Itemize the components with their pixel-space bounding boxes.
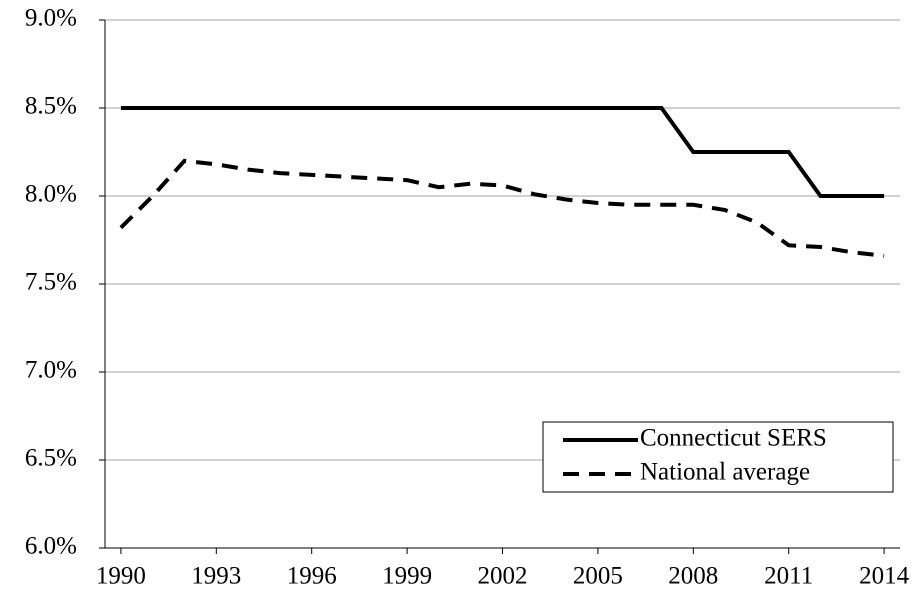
y-tick-label: 6.0% <box>25 533 77 560</box>
y-tick-label: 7.0% <box>25 357 77 384</box>
x-tick-label: 2005 <box>573 563 623 590</box>
series-line <box>119 158 885 258</box>
x-tick-label: 1990 <box>96 563 146 590</box>
y-tick-label: 7.5% <box>25 269 77 296</box>
x-tick-label: 1993 <box>191 563 241 590</box>
x-tick-label: 2002 <box>478 563 528 590</box>
y-tick-label: 8.5% <box>25 93 77 120</box>
x-tick-label: 2008 <box>668 563 718 590</box>
legend-label: National average <box>640 459 810 486</box>
y-tick-label: 6.5% <box>25 445 77 472</box>
legend-box <box>542 421 894 493</box>
y-tick-label: 9.0% <box>25 5 77 32</box>
x-tick-label: 2011 <box>764 563 813 590</box>
y-tick-label: 8.0% <box>25 181 77 208</box>
series-line <box>120 106 885 198</box>
legend-label: Connecticut SERS <box>640 425 827 452</box>
x-tick-label: 2014 <box>859 563 910 590</box>
x-tick-label: 1996 <box>287 563 337 590</box>
x-tick-label: 1999 <box>382 563 432 590</box>
